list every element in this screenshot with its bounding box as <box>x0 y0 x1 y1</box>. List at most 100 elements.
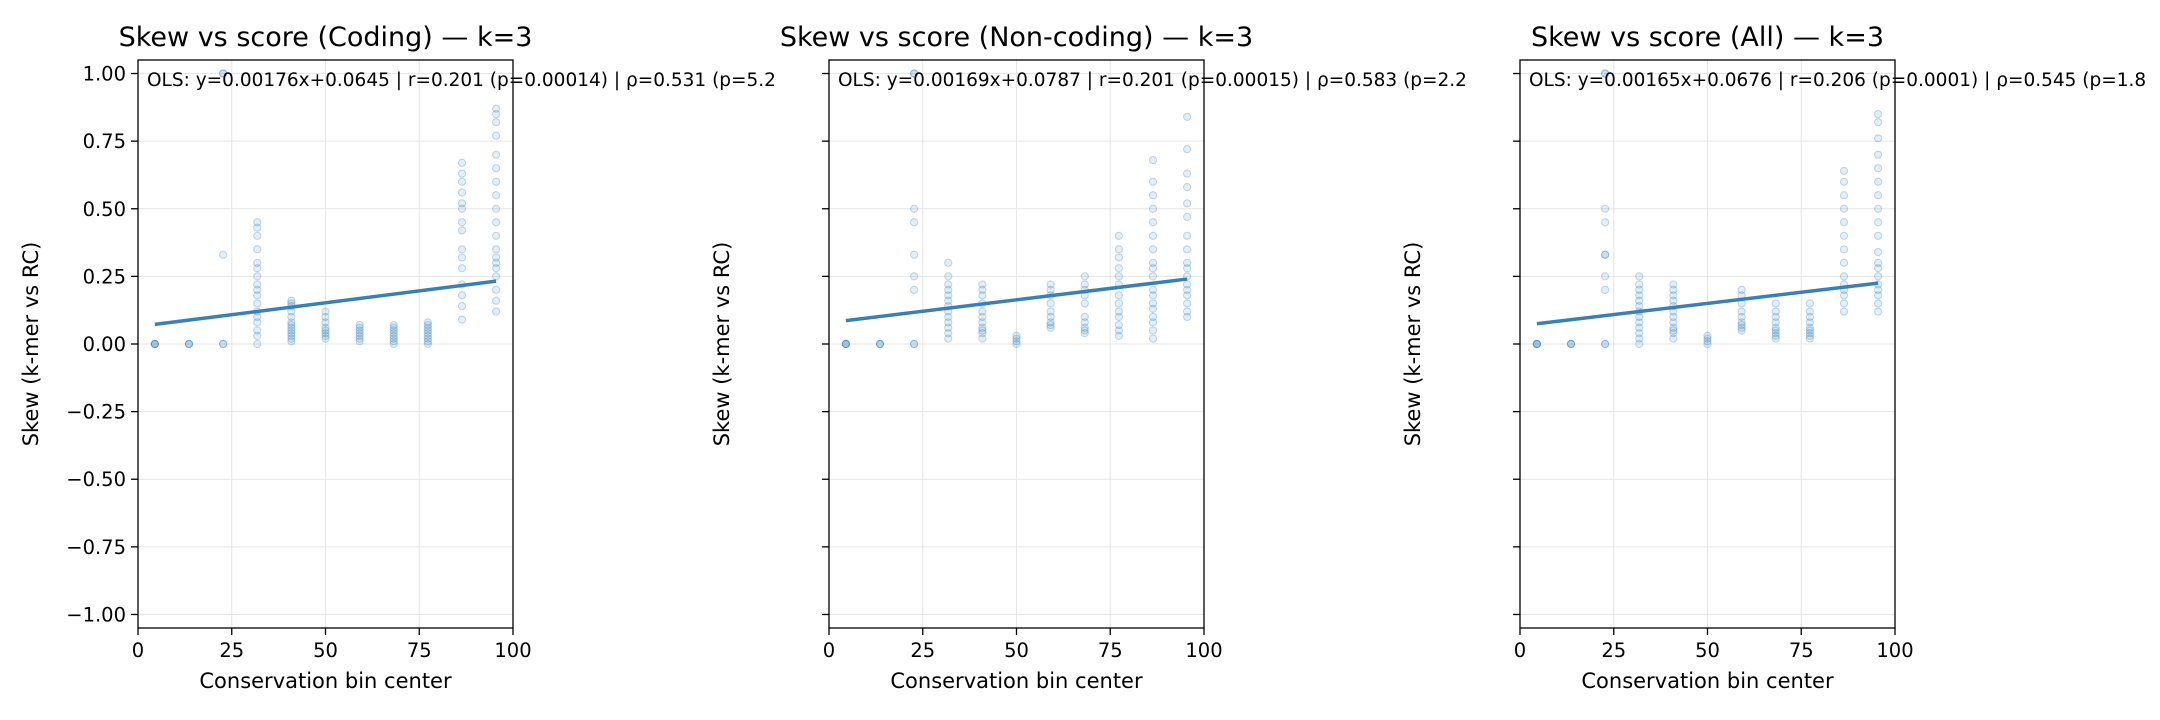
data-point <box>321 307 330 316</box>
data-point <box>1874 164 1883 173</box>
data-point <box>1805 329 1814 338</box>
ols-fit-line <box>154 279 497 327</box>
data-point <box>184 339 194 349</box>
data-point <box>1771 334 1780 343</box>
data-point <box>389 339 398 349</box>
data-point <box>389 334 398 343</box>
data-point <box>1703 339 1712 349</box>
chart-title: Skew vs score (Coding) — k=3 <box>119 22 533 53</box>
data-point <box>1805 307 1814 316</box>
data-point <box>355 326 364 335</box>
data-point <box>1080 323 1089 332</box>
data-point <box>1601 339 1610 349</box>
data-point <box>1114 331 1123 340</box>
data-point <box>978 318 987 327</box>
data-point <box>1148 272 1158 281</box>
x-tick-label: 0 <box>1514 639 1526 662</box>
data-point <box>253 218 262 227</box>
data-point <box>219 69 228 78</box>
data-point <box>423 339 432 349</box>
y-axis-label: Skew (k-mer vs RC) <box>1401 242 1425 447</box>
data-point <box>1046 318 1055 327</box>
fit-layer <box>1536 281 1879 326</box>
y-tick-label: 1.00 <box>83 63 126 86</box>
data-point <box>1046 280 1055 289</box>
data-point <box>492 307 501 316</box>
data-point <box>1012 339 1021 349</box>
data-point <box>1737 307 1746 316</box>
data-point <box>389 329 398 338</box>
data-point <box>978 334 987 343</box>
data-point <box>1669 334 1678 343</box>
data-point <box>492 191 501 200</box>
data-point <box>1874 134 1883 143</box>
data-point <box>492 253 501 262</box>
data-point <box>1114 264 1123 273</box>
data-point <box>1669 296 1678 305</box>
data-point <box>1737 318 1746 327</box>
data-point <box>944 312 953 322</box>
y-tick-label: −0.75 <box>66 536 126 559</box>
data-point <box>1703 337 1712 346</box>
data-point <box>253 331 262 340</box>
data-point <box>253 231 262 240</box>
data-point <box>1635 334 1644 343</box>
x-axis-label: Conservation bin center <box>199 669 452 693</box>
data-point <box>321 331 330 340</box>
data-point <box>287 318 296 327</box>
data-point <box>944 280 953 289</box>
axes-layer: 0 25 50 75 100 <box>1513 59 1914 662</box>
data-point <box>423 320 432 330</box>
y-axis-label: Skew (k-mer vs RC) <box>710 242 734 447</box>
data-point <box>321 329 330 338</box>
data-point <box>1839 231 1849 240</box>
data-point <box>492 118 501 127</box>
data-point <box>1839 272 1849 281</box>
x-tick-label: 25 <box>1601 639 1626 662</box>
data-point <box>1874 258 1883 267</box>
data-point <box>492 231 501 240</box>
data-point <box>910 272 919 281</box>
data-point <box>1669 318 1678 327</box>
data-point <box>1635 329 1644 338</box>
data-point <box>910 250 919 259</box>
data-point <box>253 291 262 300</box>
data-point <box>1183 212 1192 221</box>
data-point <box>1148 204 1158 213</box>
data-point <box>492 150 501 159</box>
data-point <box>1046 299 1055 308</box>
data-point <box>1839 258 1849 267</box>
data-point <box>1669 326 1678 335</box>
data-point <box>1148 245 1158 254</box>
data-point <box>1046 285 1055 295</box>
data-point <box>355 329 364 338</box>
data-point <box>1183 307 1192 316</box>
data-point <box>1669 323 1678 332</box>
chart-panel-all: 0 25 50 75 100 OLS: y=0.00165x+0.0676 | r=0.… <box>1401 22 2146 693</box>
data-point <box>287 331 296 340</box>
data-point <box>423 326 432 335</box>
data-point <box>1046 323 1055 332</box>
data-point <box>423 337 432 346</box>
data-point <box>1737 323 1746 332</box>
data-point <box>253 318 262 327</box>
data-point <box>910 204 919 213</box>
data-point <box>1601 272 1610 281</box>
data-point <box>1183 145 1192 154</box>
data-point <box>219 250 228 259</box>
data-point <box>1874 204 1883 213</box>
data-point <box>944 334 953 343</box>
data-point <box>1148 264 1158 273</box>
data-point <box>1148 285 1158 295</box>
data-point <box>1737 312 1746 322</box>
data-point <box>978 307 987 316</box>
x-tick-label: 50 <box>1695 639 1720 662</box>
data-point <box>841 339 850 349</box>
data-point <box>321 312 330 322</box>
data-point <box>1080 280 1089 289</box>
data-point <box>1114 307 1123 316</box>
data-point <box>1874 285 1883 295</box>
data-point <box>1669 291 1678 300</box>
points-layer <box>150 69 501 349</box>
data-point <box>1183 183 1192 192</box>
